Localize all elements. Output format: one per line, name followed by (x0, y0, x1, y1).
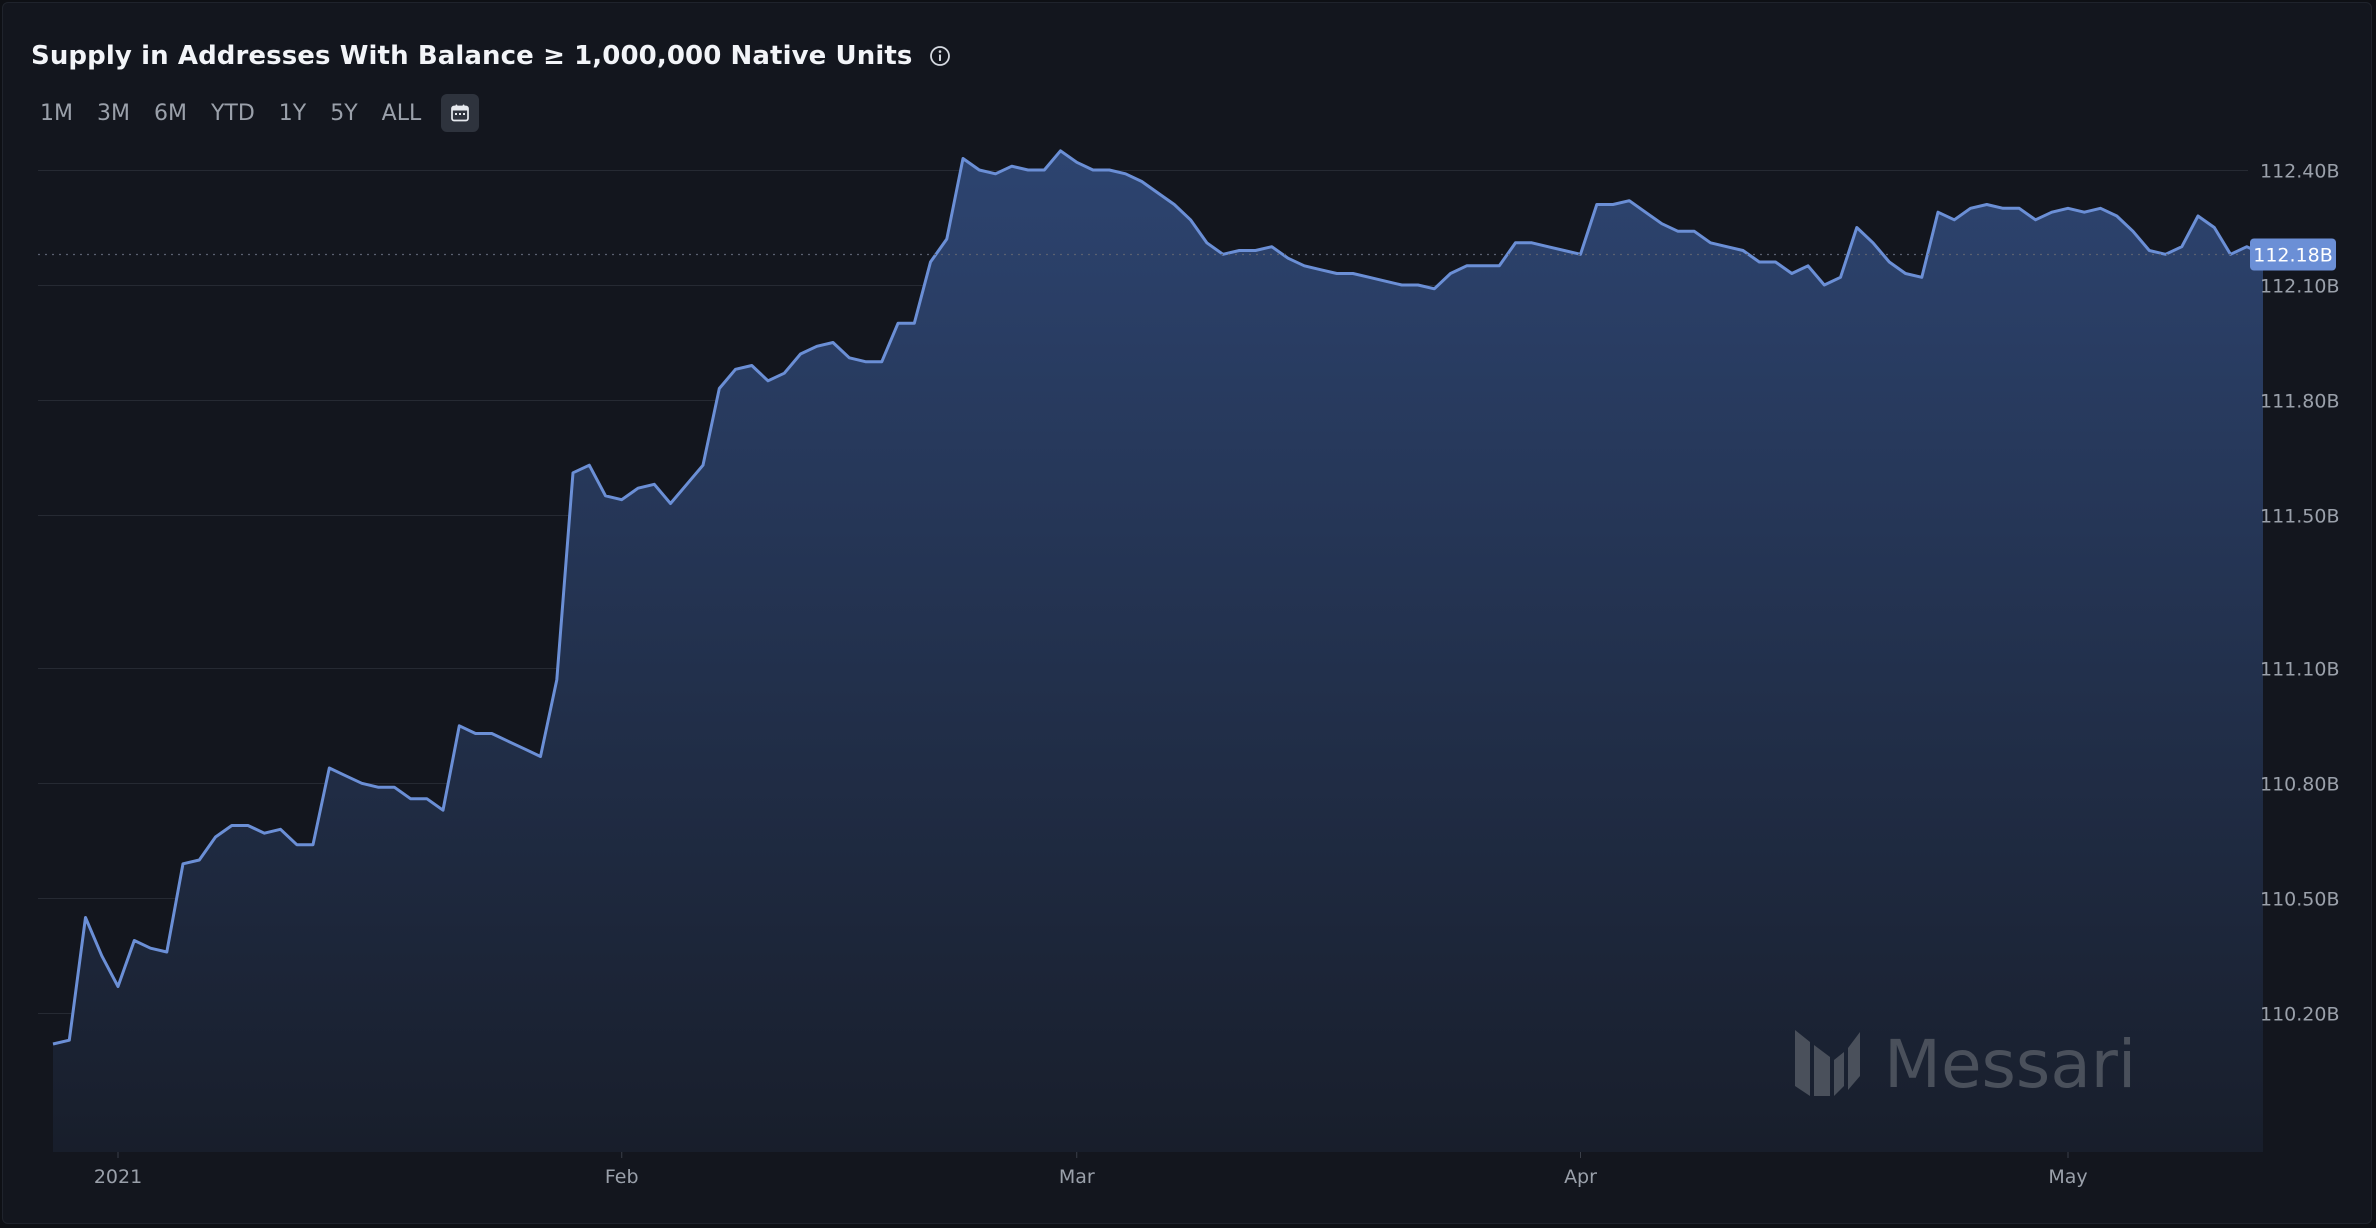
calendar-button[interactable] (441, 94, 480, 132)
chart-title: Supply in Addresses With Balance ≥ 1,000… (31, 41, 913, 71)
y-tick-label: 111.50B (2260, 506, 2340, 528)
x-tick-label: 2021 (94, 1166, 142, 1188)
y-tick-label: 111.80B (2260, 391, 2340, 413)
y-tick-label: 111.10B (2260, 659, 2340, 681)
x-tick-label: Apr (1564, 1166, 1597, 1188)
series-line (52, 149, 2264, 1046)
range-6m-button[interactable]: 6M (153, 100, 187, 126)
range-5y-button[interactable]: 5Y (330, 100, 358, 126)
calendar-icon (451, 104, 470, 122)
series-area (53, 150, 2263, 1153)
y-tick-label: 112.40B (2260, 161, 2340, 183)
y-tick-label: 110.50B (2260, 889, 2340, 911)
y-tick-label: 110.20B (2260, 1004, 2340, 1026)
time-range-selector: 1M 3M 6M YTD 1Y 5Y ALL (28, 93, 480, 133)
y-tick-label: 110.80B (2260, 774, 2340, 796)
messari-watermark: Messari (1795, 1026, 2136, 1103)
watermark-text: Messari (1884, 1026, 2136, 1103)
x-tick-label: May (2048, 1166, 2087, 1188)
chart-header: Supply in Addresses With Balance ≥ 1,000… (31, 38, 952, 74)
current-value-label: 112.18B (2253, 245, 2333, 267)
y-tick-label: 112.10B (2260, 276, 2340, 298)
x-tick-label: Feb (605, 1166, 639, 1188)
range-ytd-button[interactable]: YTD (210, 100, 255, 126)
current-value-badge (2250, 238, 2336, 271)
range-1y-button[interactable]: 1Y (278, 100, 307, 126)
range-all-button[interactable]: ALL (381, 100, 422, 126)
info-circle-icon[interactable] (928, 44, 952, 68)
x-tick-label: Mar (1059, 1166, 1095, 1188)
messari-logo-icon (1795, 1030, 1860, 1096)
range-3m-button[interactable]: 3M (96, 100, 130, 126)
range-1m-button[interactable]: 1M (40, 100, 73, 126)
